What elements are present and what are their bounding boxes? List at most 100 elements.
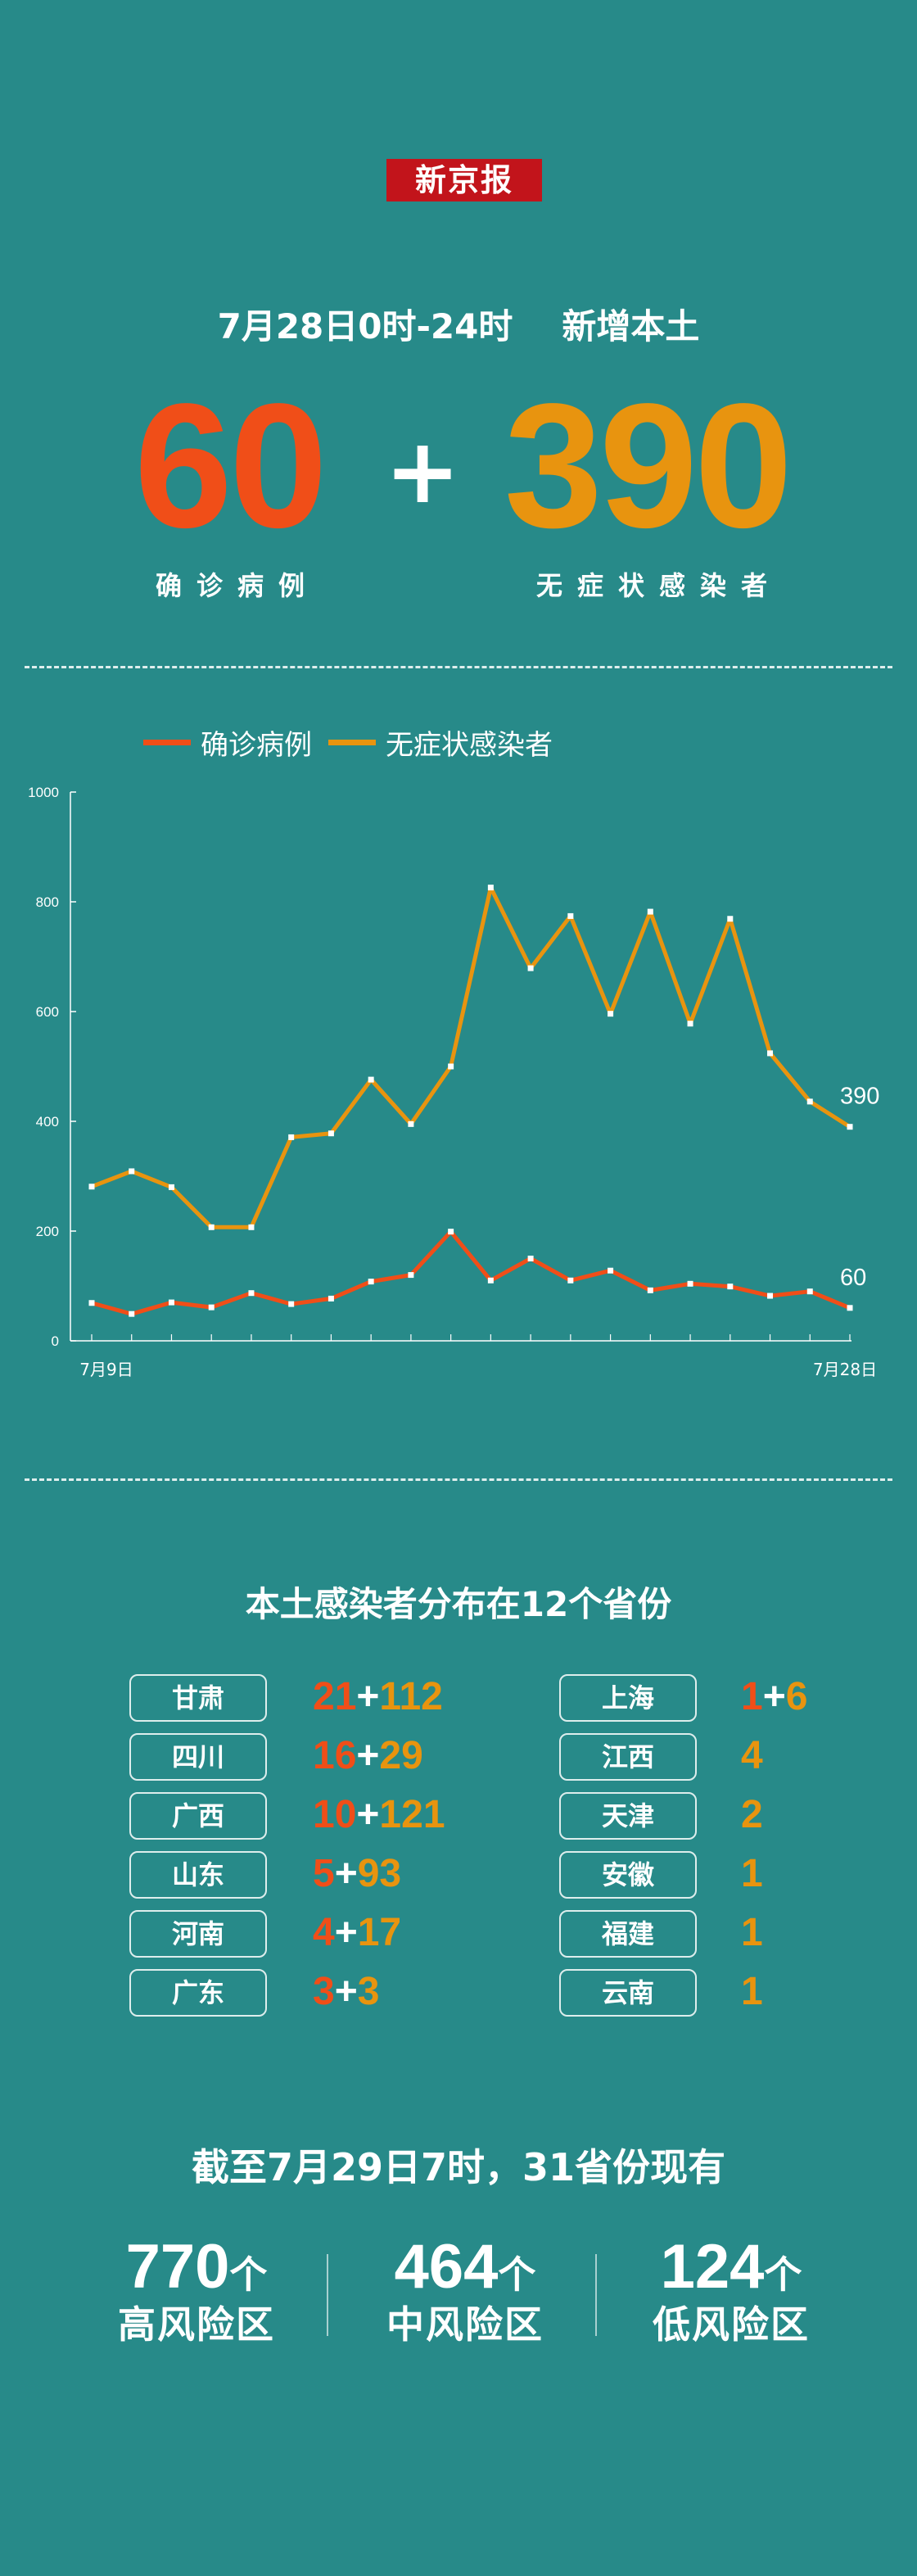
data-point [567,912,574,919]
brand-logo: 新京报 [386,159,542,201]
province-plus: + [334,1911,358,1954]
province-value: 10+121 [313,1791,445,1840]
headline: 7月28日0时-24时 新增本土 [0,299,917,349]
data-point [168,1184,174,1190]
provinces-title: 本土感染者分布在12个省份 [245,1584,672,1624]
risk-title: 截至7月29日7时，31省份现有 [191,2145,726,2189]
province-name-box: 江西 [559,1733,697,1781]
province-plus: + [334,1852,358,1895]
asymptomatic-label: 无症状感染者 [535,570,782,601]
data-point [129,1311,135,1317]
province-asymptomatic: 1 [741,1970,763,2013]
province-asymptomatic: 1 [741,1852,763,1895]
data-point [448,1063,454,1070]
data-point [88,1300,95,1306]
data-point [408,1272,414,1279]
headline-date-range: 7月28日0时-24时 [217,306,513,346]
province-value: 2 [741,1791,763,1840]
province-confirmed: 3 [313,1970,335,2013]
data-point [647,908,653,915]
risk-low-label: 低风险区 [653,2302,810,2347]
province-name-box: 安徽 [559,1851,697,1899]
risk-medium: 464个 中风险区 [342,2234,588,2349]
totals-plus-sign: + [385,419,461,523]
data-point [608,1267,614,1274]
data-point [248,1224,255,1230]
province-name-box: 四川 [129,1733,267,1781]
province-asymptomatic: 121 [379,1793,445,1836]
risk-medium-label: 中风险区 [386,2302,544,2347]
legend-item-confirmed: 确诊病例 [143,722,312,763]
y-tick-label: 600 [36,1004,59,1020]
province-confirmed: 21 [313,1675,357,1718]
data-point [687,1280,693,1287]
province-name-box: 甘肃 [129,1674,267,1722]
x-tick-label: 7月28日 [813,1360,877,1379]
data-point [248,1290,255,1297]
province-name-box: 广西 [129,1792,267,1840]
data-point [408,1120,414,1127]
data-point [527,1256,534,1261]
data-point [767,1293,774,1299]
y-tick-label: 800 [36,894,59,910]
y-tick-label: 200 [36,1224,59,1239]
data-point [727,1283,734,1290]
province-name-box: 福建 [559,1910,697,1958]
province-value: 4 [741,1732,763,1781]
risk-separator [327,2254,328,2336]
x-tick-label: 7月9日 [79,1360,133,1379]
data-point [129,1168,135,1175]
province-confirmed: 16 [313,1734,357,1777]
confirmed-total: 60 [133,366,328,564]
province-asymptomatic: 112 [379,1675,443,1718]
province-asymptomatic: 3 [357,1970,380,2013]
risk-medium-count: 464 [394,2232,499,2302]
y-tick-label: 1000 [28,785,59,800]
data-point [208,1304,215,1311]
province-name-box: 上海 [559,1674,697,1722]
series-line-asymptomatic [89,885,852,1229]
risk-medium-unit: 个 [498,2252,536,2297]
province-value: 21+112 [313,1673,443,1722]
data-point [368,1279,374,1285]
province-value: 1 [741,1908,763,1958]
province-asymptomatic: 4 [741,1734,763,1777]
province-value: 1 [741,1849,763,1899]
legend-label-asymptomatic: 无症状感染者 [386,729,553,762]
data-point [328,1130,334,1137]
line-chart: 0 200 400 600 800 1000 7月9日 7月28日 60 390 [28,785,879,1379]
province-name-box: 云南 [559,1969,697,2017]
divider-top [25,666,892,668]
province-confirmed: 1 [741,1675,763,1718]
data-point [448,1229,454,1235]
province-value: 4+17 [313,1908,401,1958]
province-plus: + [356,1793,380,1836]
province-asymptomatic: 6 [785,1675,808,1718]
data-point [647,1287,653,1293]
data-point [208,1224,215,1230]
risk-separator [595,2254,597,2336]
data-point [487,1277,494,1283]
y-tick-label: 400 [36,1114,59,1130]
series-end-label: 60 [840,1265,866,1291]
province-confirmed: 10 [313,1793,357,1836]
province-name-box: 河南 [129,1910,267,1958]
series-line-confirmed [89,1229,852,1316]
province-plus: + [762,1675,786,1718]
data-point [288,1134,295,1140]
province-name-box: 山东 [129,1851,267,1899]
risk-low-count: 124 [660,2232,765,2302]
data-point [847,1305,853,1311]
data-point [806,1288,813,1295]
province-asymptomatic: 29 [379,1734,423,1777]
data-point [527,965,534,971]
data-point [767,1050,774,1057]
confirmed-label: 确诊病例 [155,570,319,601]
risk-high: 770个 高风险区 [74,2234,319,2349]
series-end-label: 390 [840,1084,879,1110]
data-point [88,1184,95,1190]
risk-high-unit: 个 [229,2252,268,2297]
data-point [608,1011,614,1017]
legend-label-confirmed: 确诊病例 [201,729,312,762]
data-point [727,916,734,922]
